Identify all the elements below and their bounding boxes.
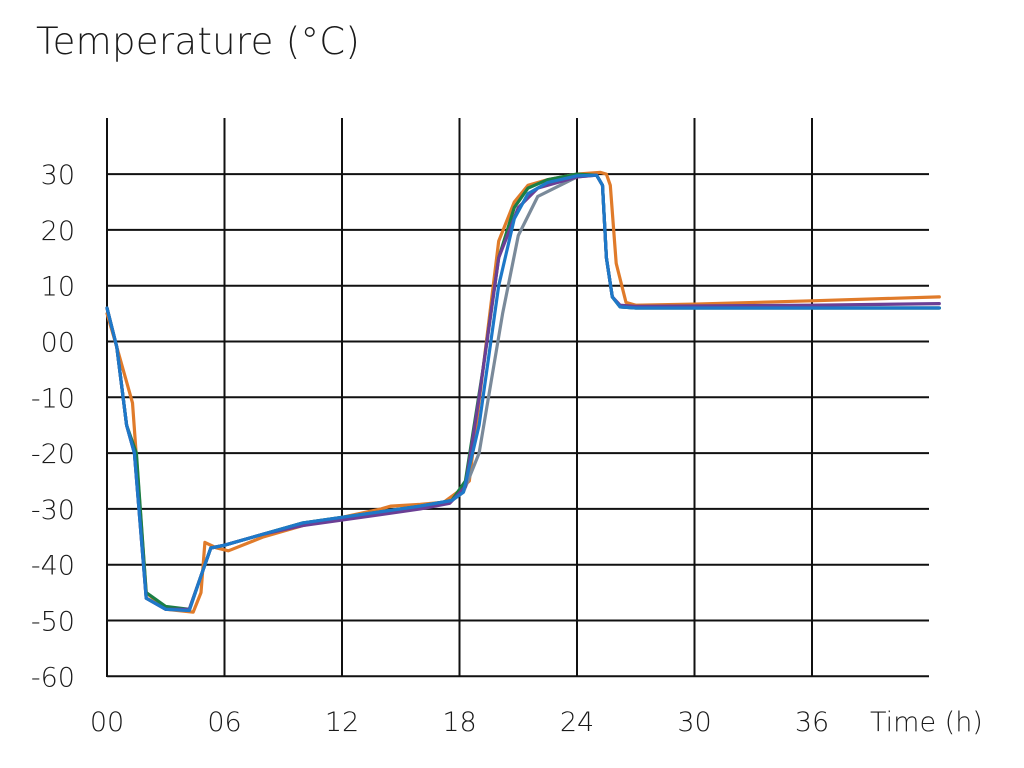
- y-tick-label: -10: [31, 383, 75, 414]
- x-tick-label: 36: [795, 707, 829, 738]
- x-tick-label: 12: [325, 707, 359, 738]
- y-tick-label: -20: [31, 439, 75, 470]
- series-line-2: [105, 173, 941, 613]
- series-line-1: [105, 170, 941, 614]
- series-group: [105, 170, 941, 614]
- x-tick-label: 18: [442, 707, 476, 738]
- y-tick-label: 20: [41, 216, 75, 247]
- x-tick-label: 00: [90, 707, 124, 738]
- x-axis-label: Time (h): [870, 707, 983, 738]
- y-tick-label: -30: [31, 495, 75, 526]
- x-tick-label: 30: [677, 707, 711, 738]
- chart-title: Temperature (°C): [36, 20, 361, 63]
- series-line-5: [105, 173, 941, 613]
- y-tick-label: 10: [41, 272, 75, 303]
- y-tick-label: -40: [31, 551, 75, 582]
- y-tick-label: 00: [41, 328, 75, 359]
- tick-labels: 00 06 12 18 24 30 36 30 20 10 00 -10 -20 -30 -40 -50 -60: [31, 160, 829, 738]
- x-tick-label: 24: [560, 707, 594, 738]
- x-tick-label: 06: [207, 707, 241, 738]
- y-tick-label: -50: [31, 607, 75, 638]
- y-tick-label: 30: [41, 160, 75, 191]
- grid: [106, 118, 929, 678]
- y-tick-label: -60: [31, 662, 75, 693]
